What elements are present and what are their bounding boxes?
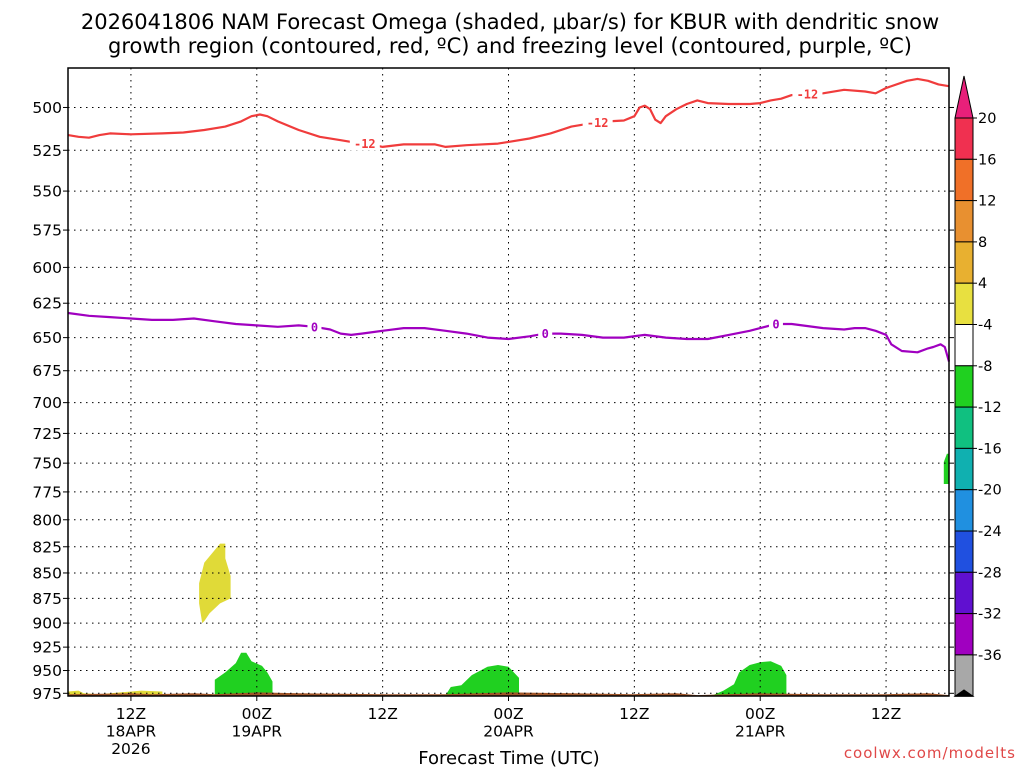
credit-text: coolwx.com/modelts xyxy=(844,744,1016,762)
red-contour-label-0: -12 xyxy=(354,137,376,151)
x-tick-label-42-0: 00Z xyxy=(493,705,523,723)
omega-region-0 xyxy=(199,543,231,624)
red-contour-label-1: -12 xyxy=(587,116,609,130)
x-tick-label-42-1: 20APR xyxy=(483,723,534,741)
colorbar-label-6: -8 xyxy=(978,359,992,375)
y-tick-label-575: 575 xyxy=(32,222,62,240)
x-tick-label-6-0: 12Z xyxy=(116,705,146,723)
y-tick-label-650: 650 xyxy=(32,329,62,347)
purple-contour-label-1: 0 xyxy=(542,327,549,341)
x-tick-label-66-1: 21APR xyxy=(735,723,786,741)
colorbar-label-1: 16 xyxy=(978,152,996,168)
y-tick-label-925: 925 xyxy=(32,639,62,657)
omega-region-4 xyxy=(713,661,787,696)
purple-contour-label-bg-1 xyxy=(538,326,553,341)
colorbar-label-2: 12 xyxy=(978,194,996,210)
y-tick-label-525: 525 xyxy=(32,142,62,160)
x-tick-label-6-1: 18APR xyxy=(106,723,157,741)
x-tick-label-78-0: 12Z xyxy=(871,705,901,723)
y-tick-label-950: 950 xyxy=(32,662,62,680)
colorbar-label-3: 8 xyxy=(978,235,987,251)
chart-title-line-1: 2026041806 NAM Forecast Omega (shaded, μ… xyxy=(81,10,939,34)
y-tick-label-825: 825 xyxy=(32,538,62,556)
colorbar-label-13: -36 xyxy=(978,648,1002,664)
y-axis: 500 525 550 575 600 625 650 675 700 725 750 775 800 8… xyxy=(32,99,954,703)
red-contour-label-2: -12 xyxy=(797,88,819,102)
y-tick-label-675: 675 xyxy=(32,362,62,380)
x-tick-label-54-0: 12Z xyxy=(619,705,649,723)
colorbar: 20 16 12 8 4 -4 -8 -12 -16 -20 -24 -28 -32 -36 xyxy=(953,75,1002,697)
x-tick-label-66-0: 00Z xyxy=(745,705,775,723)
x-tick-label-18-0: 00Z xyxy=(242,705,272,723)
y-tick-label-600: 600 xyxy=(32,259,62,277)
terrain-fill xyxy=(68,692,949,696)
colorbar-swatch-8 xyxy=(954,447,974,491)
colorbar-label-0: 20 xyxy=(978,111,996,127)
y-tick-label-900: 900 xyxy=(32,615,62,633)
colorbar-swatch-7 xyxy=(954,406,974,449)
colorbar-label-5: -4 xyxy=(978,318,992,334)
y-tick-label-725: 725 xyxy=(32,425,62,443)
purple-contour-label-bg-0 xyxy=(307,319,322,334)
y-tick-label-875: 875 xyxy=(32,590,62,608)
colorbar-swatch-0 xyxy=(954,117,974,160)
colorbar-label-4: 4 xyxy=(978,276,987,292)
purple-contour-label-2: 0 xyxy=(772,318,779,332)
y-tick-label-775: 775 xyxy=(32,483,62,501)
purple-contour-label-0: 0 xyxy=(311,320,318,334)
chart-title-line-2: growth region (contoured, red, ºC) and f… xyxy=(108,34,912,58)
y-tick-label-500: 500 xyxy=(32,99,62,117)
contour-layer: -12 -12 -12 0 0 0 xyxy=(67,77,951,362)
colorbar-swatch-11 xyxy=(954,571,974,615)
red-contour-label-bg-1 xyxy=(582,115,613,130)
colorbar-swatch-3 xyxy=(954,241,974,284)
x-tick-label-30-0: 12Z xyxy=(367,705,397,723)
purple-contour-label-bg-2 xyxy=(768,317,783,332)
colorbar-swatch-1 xyxy=(954,158,974,202)
y-tick-label-800: 800 xyxy=(32,511,62,529)
y-tick-label-975: 975 xyxy=(32,685,62,703)
colorbar-swatch-10 xyxy=(954,530,974,573)
colorbar-swatch-5 xyxy=(954,324,974,367)
omega-region-3 xyxy=(445,665,519,696)
colorbar-label-9: -20 xyxy=(978,483,1002,499)
colorbar-swatch-9 xyxy=(954,489,974,532)
y-tick-label-850: 850 xyxy=(32,564,62,582)
colorbar-label-11: -28 xyxy=(978,565,1002,581)
red-contour-label-bg-2 xyxy=(792,87,823,102)
y-tick-label-700: 700 xyxy=(32,394,62,412)
colorbar-label-8: -16 xyxy=(978,441,1002,457)
colorbar-label-7: -12 xyxy=(978,400,1002,416)
x-tick-label-18-1: 19APR xyxy=(232,723,283,741)
colorbar-swatch-12 xyxy=(954,613,974,656)
colorbar-swatch-4 xyxy=(954,282,974,326)
colorbar-swatch-6 xyxy=(954,365,974,408)
y-tick-label-750: 750 xyxy=(32,455,62,473)
x-tick-label-6-2: 2026 xyxy=(111,740,150,758)
colorbar-label-10: -24 xyxy=(978,524,1002,540)
red-contour-label-bg-0 xyxy=(349,136,380,151)
y-tick-label-550: 550 xyxy=(32,183,62,201)
omega-shading-layer xyxy=(68,453,949,696)
y-tick-label-625: 625 xyxy=(32,295,62,313)
omega-region-2 xyxy=(214,652,273,696)
colorbar-top-arrow xyxy=(954,75,974,119)
colorbar-swatch-2 xyxy=(954,200,974,243)
terrain-layer xyxy=(68,692,949,696)
x-axis-label: Forecast Time (UTC) xyxy=(418,748,599,768)
grid-layer xyxy=(68,68,949,696)
colorbar-label-12: -32 xyxy=(978,607,1002,623)
omega-region-5 xyxy=(943,453,949,484)
colorbar-bottom-arrow xyxy=(953,689,975,697)
purple-contour-line xyxy=(67,311,951,362)
